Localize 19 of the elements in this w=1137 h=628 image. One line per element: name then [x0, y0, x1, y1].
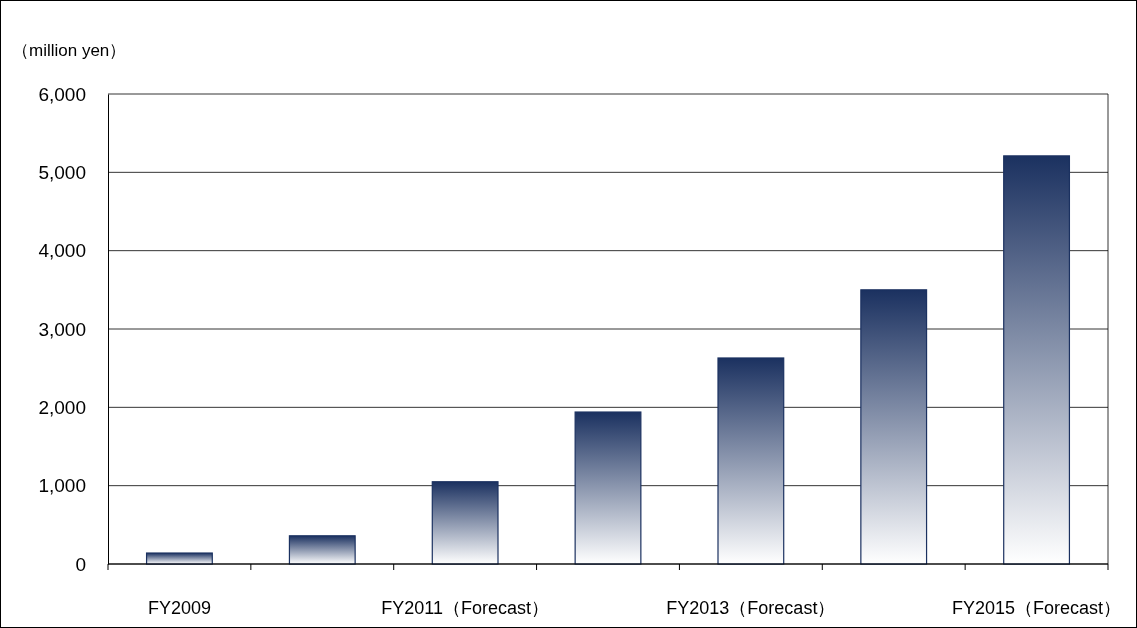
y-tick-label: 4,000 — [38, 240, 86, 262]
x-tick-label: FY2011（Forecast） — [381, 598, 550, 618]
bar — [145, 552, 213, 565]
x-tick-label: FY2013（Forecast） — [666, 598, 836, 618]
x-tick-label: FY2015（Forecast） — [952, 598, 1122, 618]
bar — [1003, 155, 1071, 565]
y-tick-label: 2,000 — [38, 396, 86, 418]
y-tick-label: 3,000 — [38, 318, 86, 340]
y-tick-label: 0 — [75, 553, 86, 575]
bar — [717, 357, 785, 565]
x-tick-label: FY2009 — [147, 598, 211, 618]
bar — [288, 535, 356, 565]
y-axis-title: （million yen） — [12, 41, 127, 60]
bar — [431, 481, 499, 565]
y-tick-label: 1,000 — [38, 475, 86, 497]
y-tick-label: 5,000 — [38, 161, 86, 183]
y-tick-label: 6,000 — [38, 83, 86, 105]
bar — [860, 289, 928, 565]
bar — [574, 411, 642, 565]
